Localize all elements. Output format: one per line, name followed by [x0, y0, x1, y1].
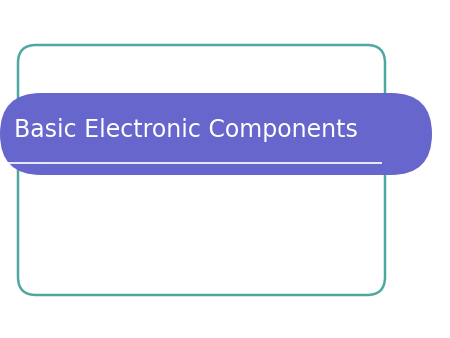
FancyBboxPatch shape: [0, 93, 432, 175]
FancyBboxPatch shape: [18, 45, 385, 295]
Text: Basic Electronic Components: Basic Electronic Components: [14, 118, 358, 142]
